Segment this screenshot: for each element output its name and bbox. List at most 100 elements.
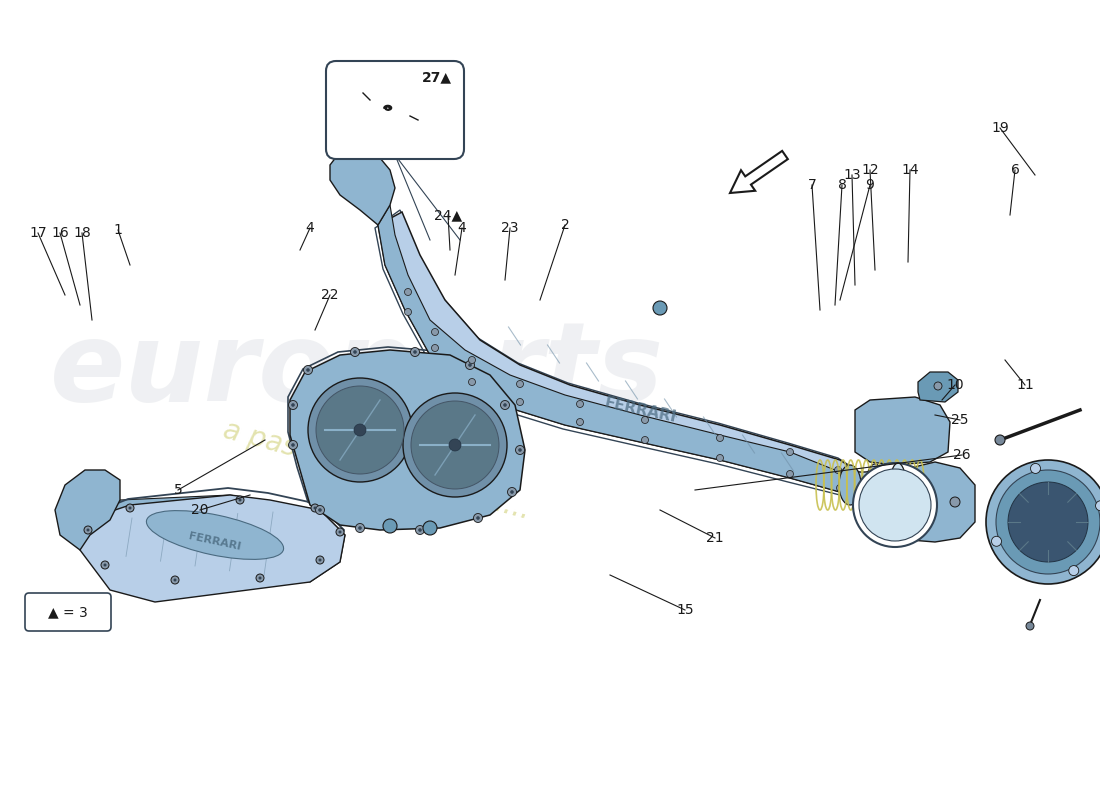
Circle shape <box>411 401 499 489</box>
Circle shape <box>469 357 475 363</box>
Circle shape <box>84 526 92 534</box>
Circle shape <box>786 470 793 478</box>
Circle shape <box>996 470 1100 574</box>
Polygon shape <box>80 495 345 602</box>
Circle shape <box>500 401 509 410</box>
Circle shape <box>355 523 364 533</box>
Circle shape <box>1069 566 1079 575</box>
Circle shape <box>510 490 514 494</box>
Circle shape <box>336 528 344 536</box>
Text: 15: 15 <box>676 603 694 617</box>
Circle shape <box>416 526 425 534</box>
Ellipse shape <box>890 463 906 507</box>
Circle shape <box>517 381 524 387</box>
Circle shape <box>986 460 1100 584</box>
Circle shape <box>576 418 583 426</box>
Text: 16: 16 <box>51 226 69 240</box>
Circle shape <box>1008 482 1088 562</box>
Text: FERRARI: FERRARI <box>188 531 242 553</box>
Circle shape <box>236 496 244 504</box>
Circle shape <box>1026 622 1034 630</box>
Text: 27▲: 27▲ <box>422 70 452 84</box>
Circle shape <box>836 485 844 491</box>
Circle shape <box>950 497 960 507</box>
Circle shape <box>170 576 179 584</box>
Circle shape <box>129 506 132 510</box>
Circle shape <box>476 516 480 520</box>
Circle shape <box>292 403 295 406</box>
Circle shape <box>503 403 507 406</box>
Polygon shape <box>290 350 525 530</box>
Circle shape <box>316 506 324 514</box>
Circle shape <box>1096 501 1100 510</box>
Text: a passion for parts si...: a passion for parts si... <box>220 415 534 525</box>
Circle shape <box>934 382 942 390</box>
FancyArrow shape <box>730 151 788 193</box>
Circle shape <box>431 329 439 335</box>
Circle shape <box>859 469 931 541</box>
Circle shape <box>339 530 341 534</box>
Circle shape <box>465 361 474 370</box>
Polygon shape <box>840 470 920 505</box>
Text: 17: 17 <box>30 226 47 240</box>
Circle shape <box>316 556 324 564</box>
Circle shape <box>351 347 360 357</box>
Text: 12: 12 <box>861 163 879 177</box>
Text: 14: 14 <box>901 163 918 177</box>
Circle shape <box>449 439 461 451</box>
Circle shape <box>424 521 437 535</box>
Circle shape <box>314 506 317 510</box>
Circle shape <box>103 563 107 566</box>
Ellipse shape <box>146 510 284 559</box>
Circle shape <box>87 529 89 531</box>
Circle shape <box>101 561 109 569</box>
Circle shape <box>507 487 517 497</box>
Text: 23: 23 <box>502 221 519 235</box>
Text: 26: 26 <box>954 448 971 462</box>
Circle shape <box>258 577 262 579</box>
Circle shape <box>516 446 525 454</box>
Text: 4: 4 <box>306 221 315 235</box>
Polygon shape <box>55 470 120 550</box>
Circle shape <box>405 289 411 295</box>
Text: 10: 10 <box>946 378 964 392</box>
Circle shape <box>996 435 1005 445</box>
Circle shape <box>239 498 242 502</box>
Circle shape <box>403 393 507 497</box>
Circle shape <box>405 309 411 315</box>
Circle shape <box>288 401 297 410</box>
Text: 21: 21 <box>706 531 724 545</box>
Text: 22: 22 <box>321 288 339 302</box>
Circle shape <box>786 449 793 455</box>
Text: 19: 19 <box>991 121 1009 135</box>
Circle shape <box>991 536 1001 546</box>
Text: 11: 11 <box>1016 378 1034 392</box>
Text: europarts: europarts <box>50 317 664 423</box>
Circle shape <box>852 463 937 547</box>
Circle shape <box>306 368 310 372</box>
Circle shape <box>256 574 264 582</box>
Ellipse shape <box>839 465 861 505</box>
Circle shape <box>469 378 475 386</box>
Circle shape <box>641 437 649 443</box>
Circle shape <box>288 441 297 450</box>
Circle shape <box>353 350 356 354</box>
Circle shape <box>716 434 724 442</box>
Polygon shape <box>895 462 975 542</box>
Polygon shape <box>918 372 958 402</box>
Circle shape <box>431 345 439 351</box>
Polygon shape <box>330 145 395 225</box>
Text: 8: 8 <box>837 178 846 192</box>
Circle shape <box>716 454 724 462</box>
Circle shape <box>641 417 649 423</box>
Text: 7: 7 <box>807 178 816 192</box>
Ellipse shape <box>866 464 884 506</box>
Text: 4: 4 <box>458 221 466 235</box>
Circle shape <box>292 443 295 446</box>
Circle shape <box>174 578 176 582</box>
FancyBboxPatch shape <box>25 593 111 631</box>
Circle shape <box>316 386 404 474</box>
Circle shape <box>383 519 397 533</box>
Text: ▲ = 3: ▲ = 3 <box>48 605 88 619</box>
Text: FERRARI: FERRARI <box>603 395 678 425</box>
